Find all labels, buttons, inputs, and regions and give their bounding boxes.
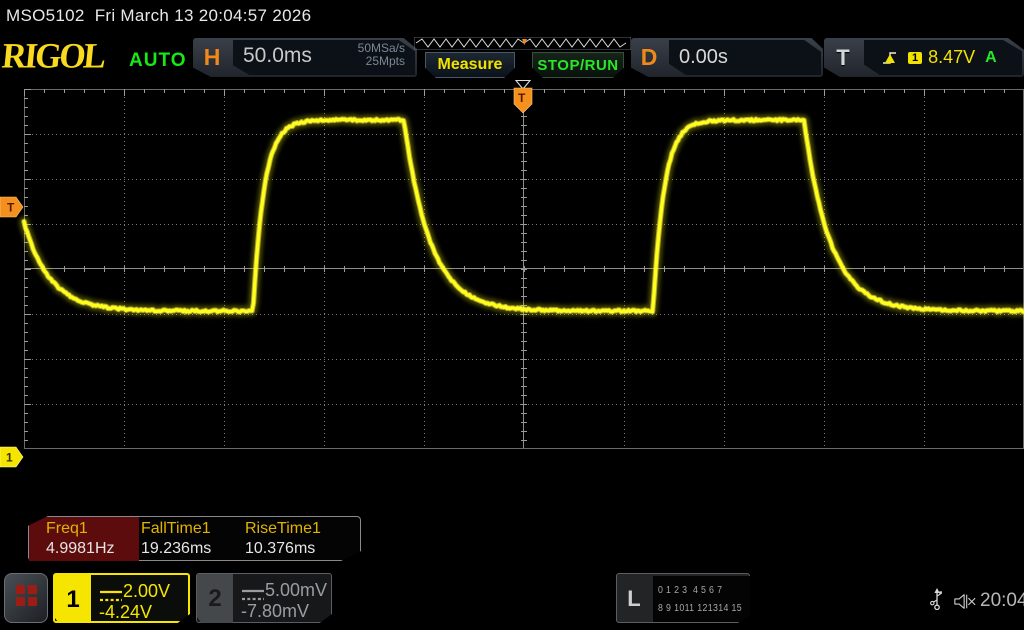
svg-text:T: T bbox=[7, 201, 15, 215]
svg-text:1: 1 bbox=[6, 451, 13, 465]
svg-text:T: T bbox=[518, 91, 526, 105]
